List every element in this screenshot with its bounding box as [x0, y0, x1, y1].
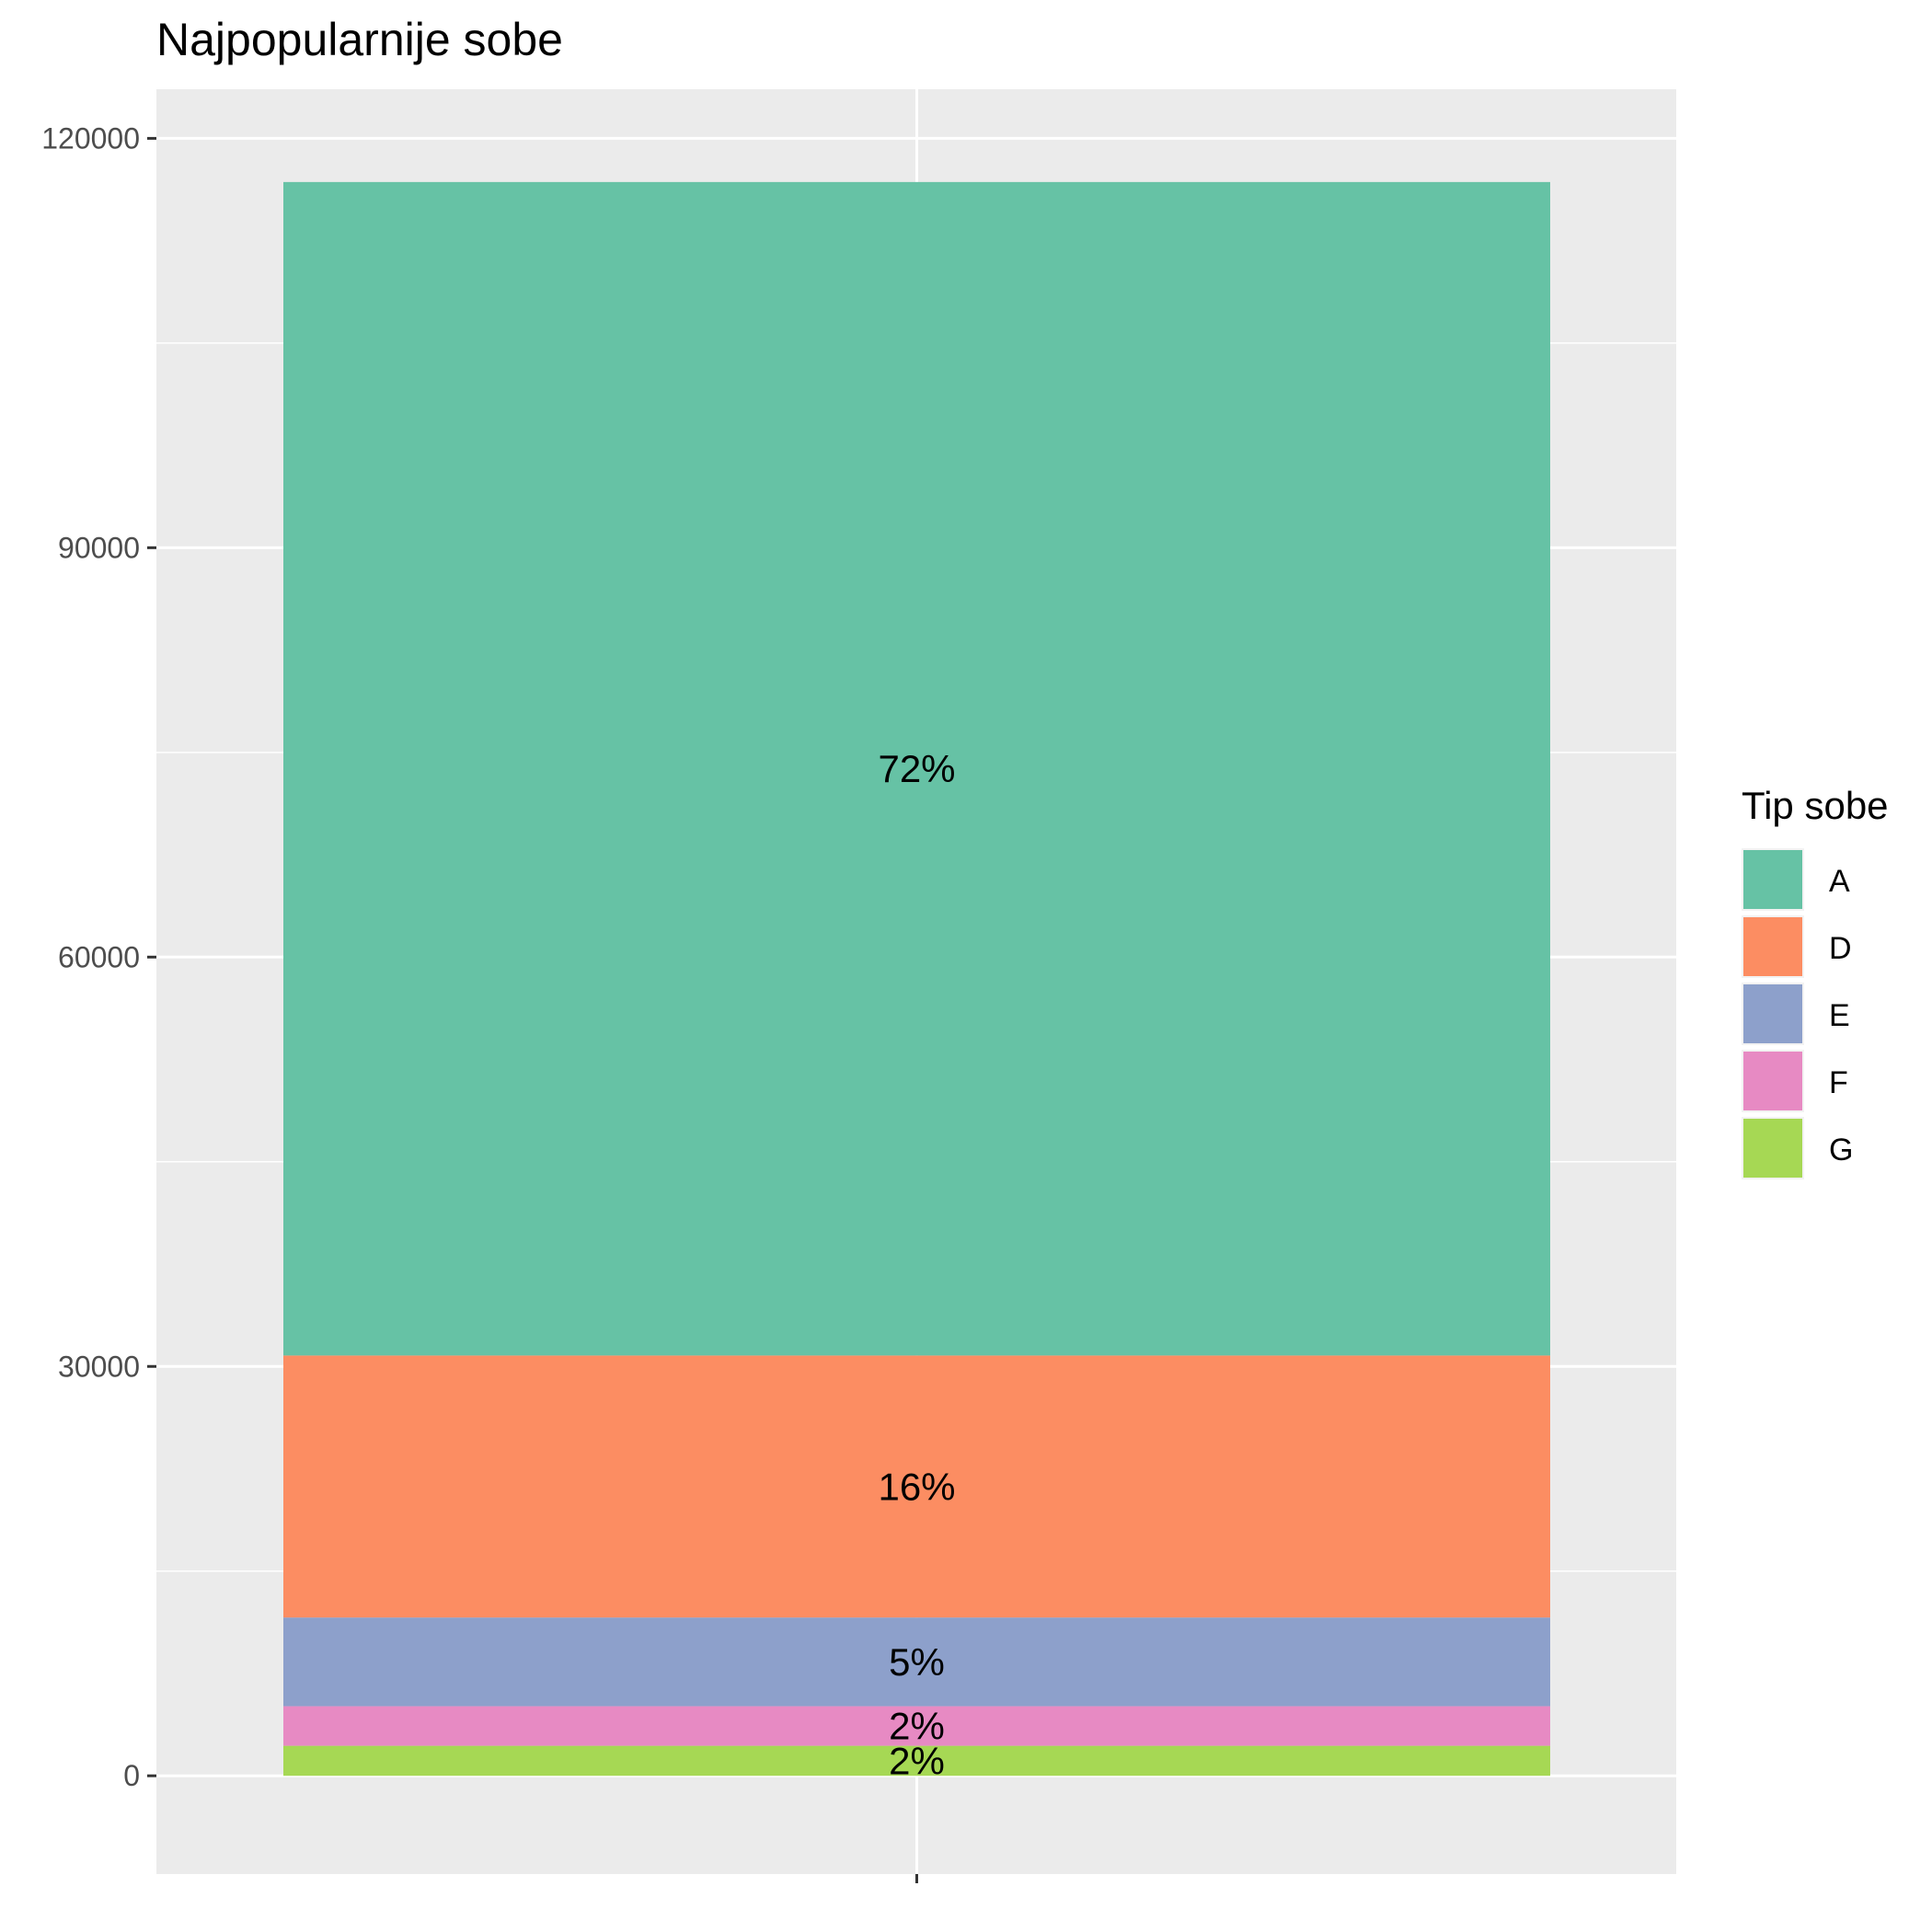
y-tick-label: 60000 [58, 940, 140, 973]
data-label-e: 5% [889, 1640, 945, 1684]
chart-title: Najpopularnije sobe [156, 14, 563, 65]
y-tick-label: 90000 [58, 531, 140, 564]
bar-segment-a [283, 181, 1550, 1356]
bar-segments [283, 181, 1550, 1777]
legend-label-d: D [1829, 931, 1852, 966]
data-labels: 2%2% 5% 16% 72% [878, 747, 955, 1782]
legend-swatch-g [1743, 1119, 1802, 1178]
data-label-d: 16% [878, 1465, 955, 1508]
bar-segment-g [283, 1745, 1550, 1777]
legend-label-f: F [1829, 1065, 1848, 1100]
bar-segment-e [283, 1617, 1550, 1707]
y-tick-label: 0 [123, 1759, 140, 1792]
data-label-a: 72% [878, 747, 955, 790]
bar-segment-d [283, 1355, 1550, 1618]
legend-label-a: A [1829, 864, 1850, 899]
y-tick-label: 30000 [58, 1350, 140, 1383]
data-label-f: 2% [889, 1705, 945, 1748]
y-axis: 0 30000 60000 90000 120000 [41, 121, 156, 1792]
y-tick-label: 120000 [41, 121, 140, 155]
data-label-g: 2% [889, 1739, 945, 1782]
legend-title: Tip sobe [1742, 784, 1889, 827]
legend-swatch-e [1743, 984, 1802, 1043]
legend-label-e: E [1829, 998, 1850, 1033]
legend-swatch-d [1743, 917, 1802, 976]
legend-label-g: G [1829, 1133, 1853, 1167]
legend-swatch-f [1743, 1052, 1802, 1110]
legend-swatch-a [1743, 850, 1802, 909]
bar-segment-f [283, 1706, 1550, 1746]
